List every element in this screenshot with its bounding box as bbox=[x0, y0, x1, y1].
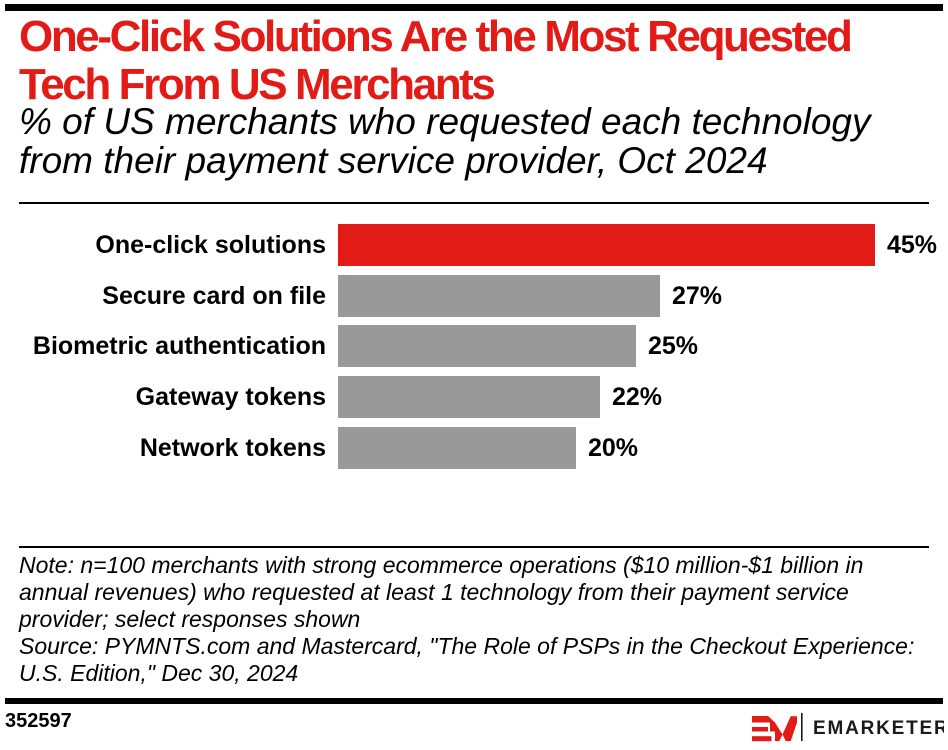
svg-text:EMARKETER: EMARKETER bbox=[813, 718, 944, 739]
